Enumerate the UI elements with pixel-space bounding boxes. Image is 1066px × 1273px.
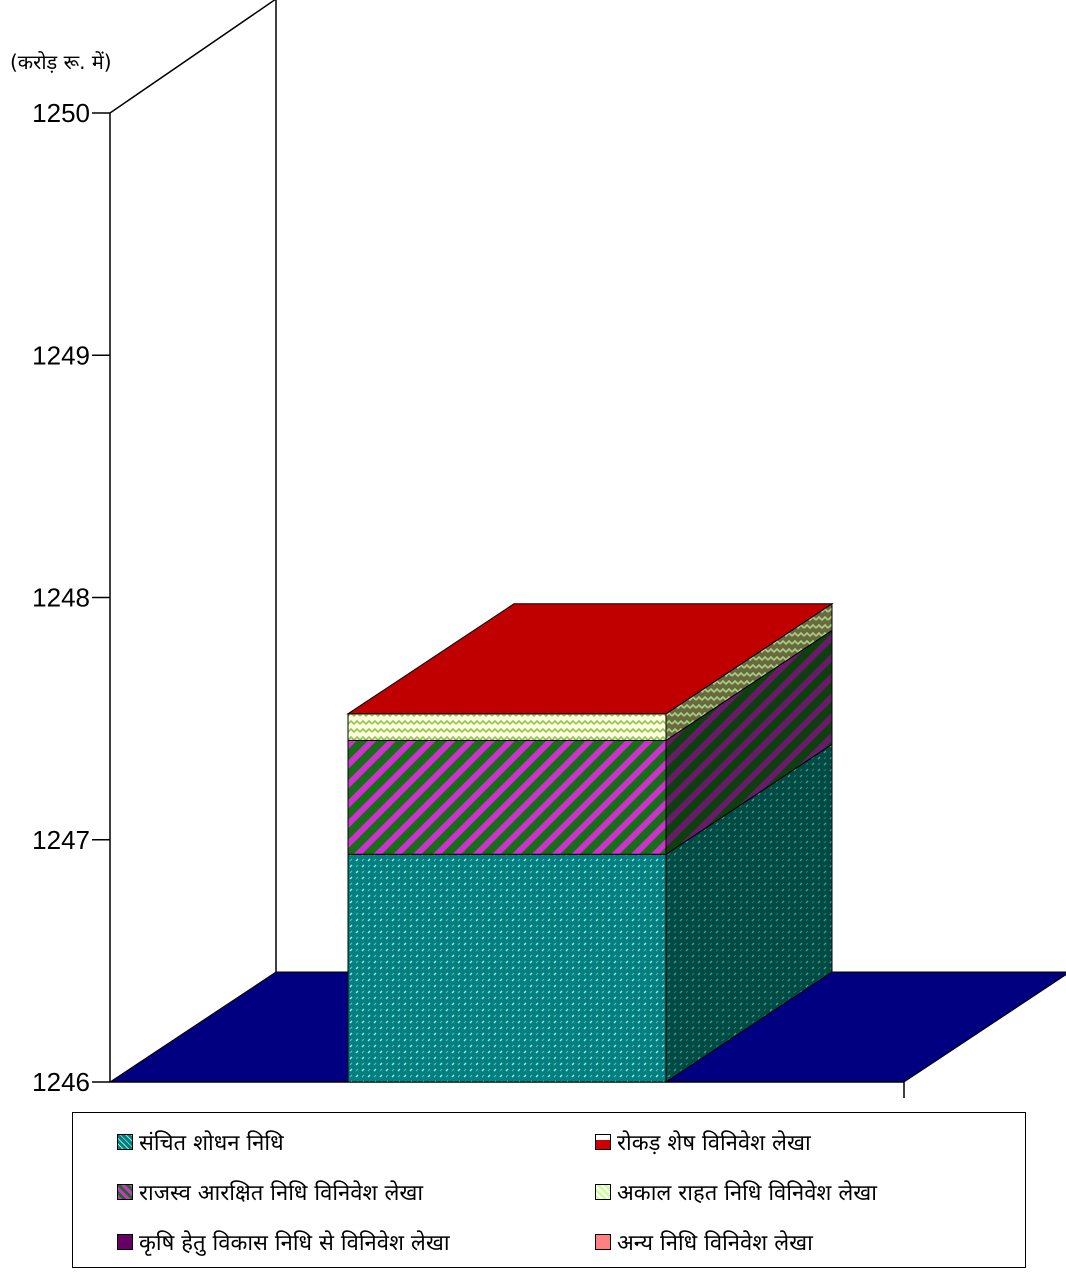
legend-label: संचित शोधन निधि [139,1131,284,1156]
y-tick-label: 1246 [32,1067,90,1097]
y-axis-ticks: 1246 1247 1248 1249 1250 [32,98,110,1097]
legend: संचित शोधन निधि रोकड़ शेष विनिवेश लेखा राज… [72,1112,1026,1268]
legend-item: रोकड़ शेष विनिवेश लेखा [595,1127,811,1157]
bar-segment-front [347,739,667,855]
y-axis-unit-label: (करोड़ रू. में) [10,50,112,74]
bar-segment-front [347,853,667,1083]
legend-item: संचित शोधन निधि [117,1127,284,1157]
y-tick-label: 1248 [32,583,90,613]
legend-swatch [595,1134,611,1150]
legend-swatch [595,1184,611,1200]
bar-segment-front [347,713,667,741]
stacked-3d-bar-chart: 1246 1247 1248 1249 1250 [32,0,1066,1098]
legend-label: कृषि हेतु विकास निधि से विनिवेश लेखा [139,1231,450,1256]
legend-item: अन्य निधि विनिवेश लेखा [595,1227,813,1257]
bar-segments [346,602,834,1083]
legend-label: अन्य निधि विनिवेश लेखा [617,1231,813,1256]
legend-label: राजस्व आरक्षित निधि विनिवेश लेखा [139,1181,424,1206]
legend-item: राजस्व आरक्षित निधि विनिवेश लेखा [117,1177,423,1207]
y-tick-label: 1247 [32,825,90,855]
legend-label: रोकड़ शेष विनिवेश लेखा [617,1131,811,1156]
y-tick-label: 1250 [32,98,90,128]
legend-label: अकाल राहत निधि विनिवेश लेखा [617,1181,877,1206]
bar-top-face [346,603,834,715]
legend-swatch [117,1134,133,1150]
y-tick-label: 1249 [32,340,90,370]
legend-item: कृषि हेतु विकास निधि से विनिवेश लेखा [117,1227,450,1257]
legend-item: अकाल राहत निधि विनिवेश लेखा [595,1177,877,1207]
legend-swatch [595,1234,611,1250]
legend-swatch [117,1234,133,1250]
legend-swatch [117,1184,133,1200]
chart-side-wall [109,0,276,114]
